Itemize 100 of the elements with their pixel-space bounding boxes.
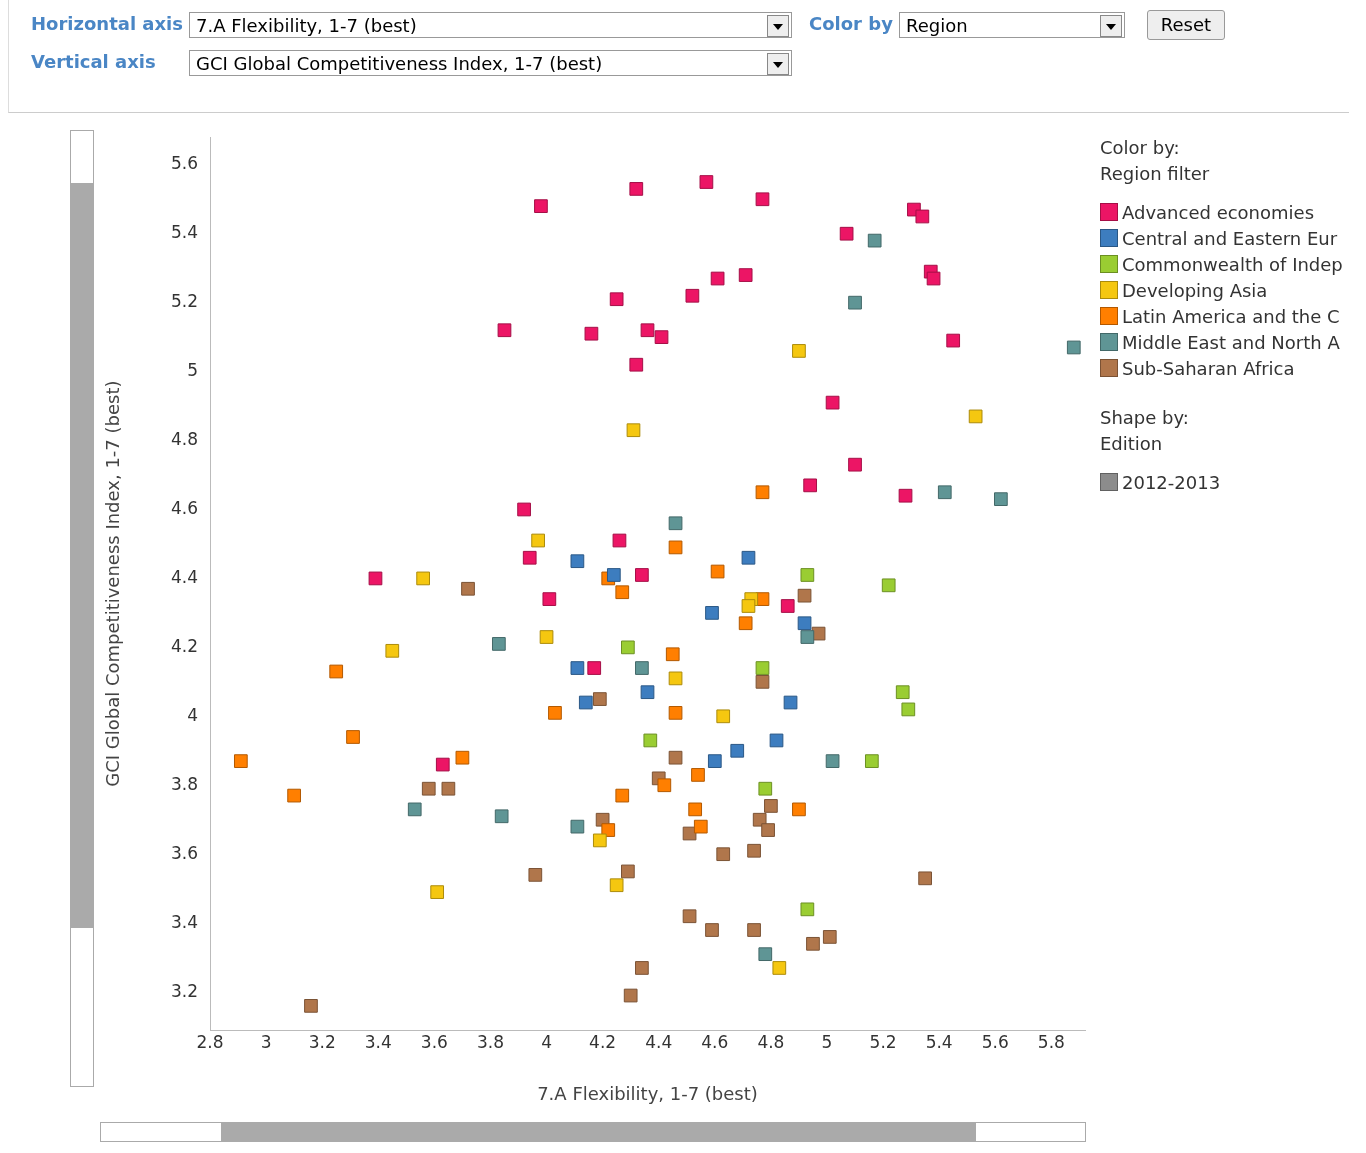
text: Color by — [809, 13, 893, 34]
point — [693, 819, 708, 834]
point — [615, 788, 630, 803]
point — [730, 743, 745, 758]
point — [926, 271, 941, 286]
point — [747, 843, 761, 858]
point — [825, 395, 840, 410]
point — [621, 864, 635, 879]
point — [780, 599, 795, 613]
y-tick-label: 5.2 — [170, 291, 198, 312]
point — [741, 550, 756, 565]
point — [621, 640, 635, 655]
point — [609, 878, 624, 893]
point — [531, 533, 545, 548]
y-tick-label: 4.2 — [170, 635, 198, 656]
text: Shape by: Edition — [1100, 406, 1190, 456]
point — [764, 799, 778, 813]
point — [430, 885, 445, 899]
point — [592, 692, 607, 706]
point — [685, 288, 700, 303]
point — [640, 685, 655, 700]
point — [738, 268, 753, 282]
point — [592, 833, 607, 848]
point — [668, 540, 683, 555]
point — [865, 754, 879, 768]
point — [848, 457, 862, 472]
point — [635, 661, 649, 675]
point — [741, 599, 756, 613]
x-tick-label: 5.6 — [981, 1031, 1009, 1052]
point — [494, 809, 509, 824]
point — [848, 295, 862, 310]
point — [881, 578, 896, 593]
point — [455, 750, 470, 765]
y-axis-title: GCI Global Competitiveness Index, 1-7 (best) — [102, 380, 124, 787]
point — [918, 871, 933, 886]
point — [416, 571, 431, 586]
text: 2012-2013 — [1122, 471, 1221, 493]
point — [792, 802, 806, 817]
point — [539, 630, 554, 644]
point — [635, 568, 649, 582]
legend-label: Developing Asia — [1122, 279, 1268, 301]
x-tick-label: 3.2 — [308, 1031, 336, 1052]
y-tick-label: 3.2 — [170, 980, 198, 1001]
y-tick-label: 5.6 — [170, 153, 198, 174]
point — [612, 533, 627, 548]
text: Horizontal axis — [31, 13, 183, 34]
point — [800, 568, 815, 582]
point — [668, 516, 683, 531]
point — [755, 661, 770, 675]
point — [287, 788, 301, 803]
point — [755, 674, 770, 689]
point — [668, 671, 683, 686]
point — [806, 936, 820, 951]
point — [492, 637, 506, 651]
x-tick-label: 4 — [541, 1031, 552, 1052]
x-tick-label: 4.2 — [589, 1031, 617, 1052]
point — [705, 923, 719, 937]
point — [233, 754, 248, 768]
point — [758, 781, 773, 796]
point — [716, 847, 731, 862]
point — [895, 685, 910, 700]
y-tick-label: 3.6 — [170, 842, 198, 863]
legend-title: Color by: Region filter — [1100, 136, 1211, 186]
text: Vertical axis — [31, 51, 156, 72]
point — [623, 988, 638, 1003]
point — [783, 695, 798, 710]
point — [968, 409, 983, 424]
text: 7.A Flexibility, 1-7 (best) — [189, 12, 792, 38]
point — [797, 616, 812, 631]
point — [584, 326, 599, 341]
point — [368, 571, 383, 586]
x-tick-label: 4.8 — [757, 1031, 785, 1052]
point — [761, 823, 775, 837]
x-tick-label: 3.8 — [476, 1031, 504, 1052]
x-tick-label: 5.2 — [869, 1031, 897, 1052]
point — [803, 478, 818, 493]
text: GCI Global Competitiveness Index, 1-7 (best) — [189, 50, 792, 76]
point — [755, 192, 770, 207]
y-tick-label: 4 — [187, 704, 198, 725]
point — [587, 661, 602, 675]
point — [792, 344, 806, 358]
y-tick-label: 5.4 — [170, 222, 198, 243]
legend-label: Sub-Saharan Africa — [1122, 357, 1295, 379]
point — [570, 554, 585, 569]
point — [688, 802, 703, 817]
x-tick-label: 5.8 — [1037, 1031, 1065, 1052]
x-tick-label: 3.6 — [420, 1031, 448, 1052]
y-tick-label: 5 — [187, 360, 198, 381]
x-tick-label: 5.4 — [925, 1031, 953, 1052]
point — [716, 709, 731, 724]
point — [769, 733, 784, 748]
point — [898, 488, 913, 503]
legend-label: Commonwealth of Indep — [1122, 253, 1343, 275]
point — [517, 502, 531, 517]
point — [534, 199, 548, 214]
point — [710, 271, 725, 286]
point — [691, 768, 705, 782]
point — [797, 588, 812, 603]
point — [822, 930, 837, 944]
x-tick-label: 3 — [260, 1031, 272, 1052]
